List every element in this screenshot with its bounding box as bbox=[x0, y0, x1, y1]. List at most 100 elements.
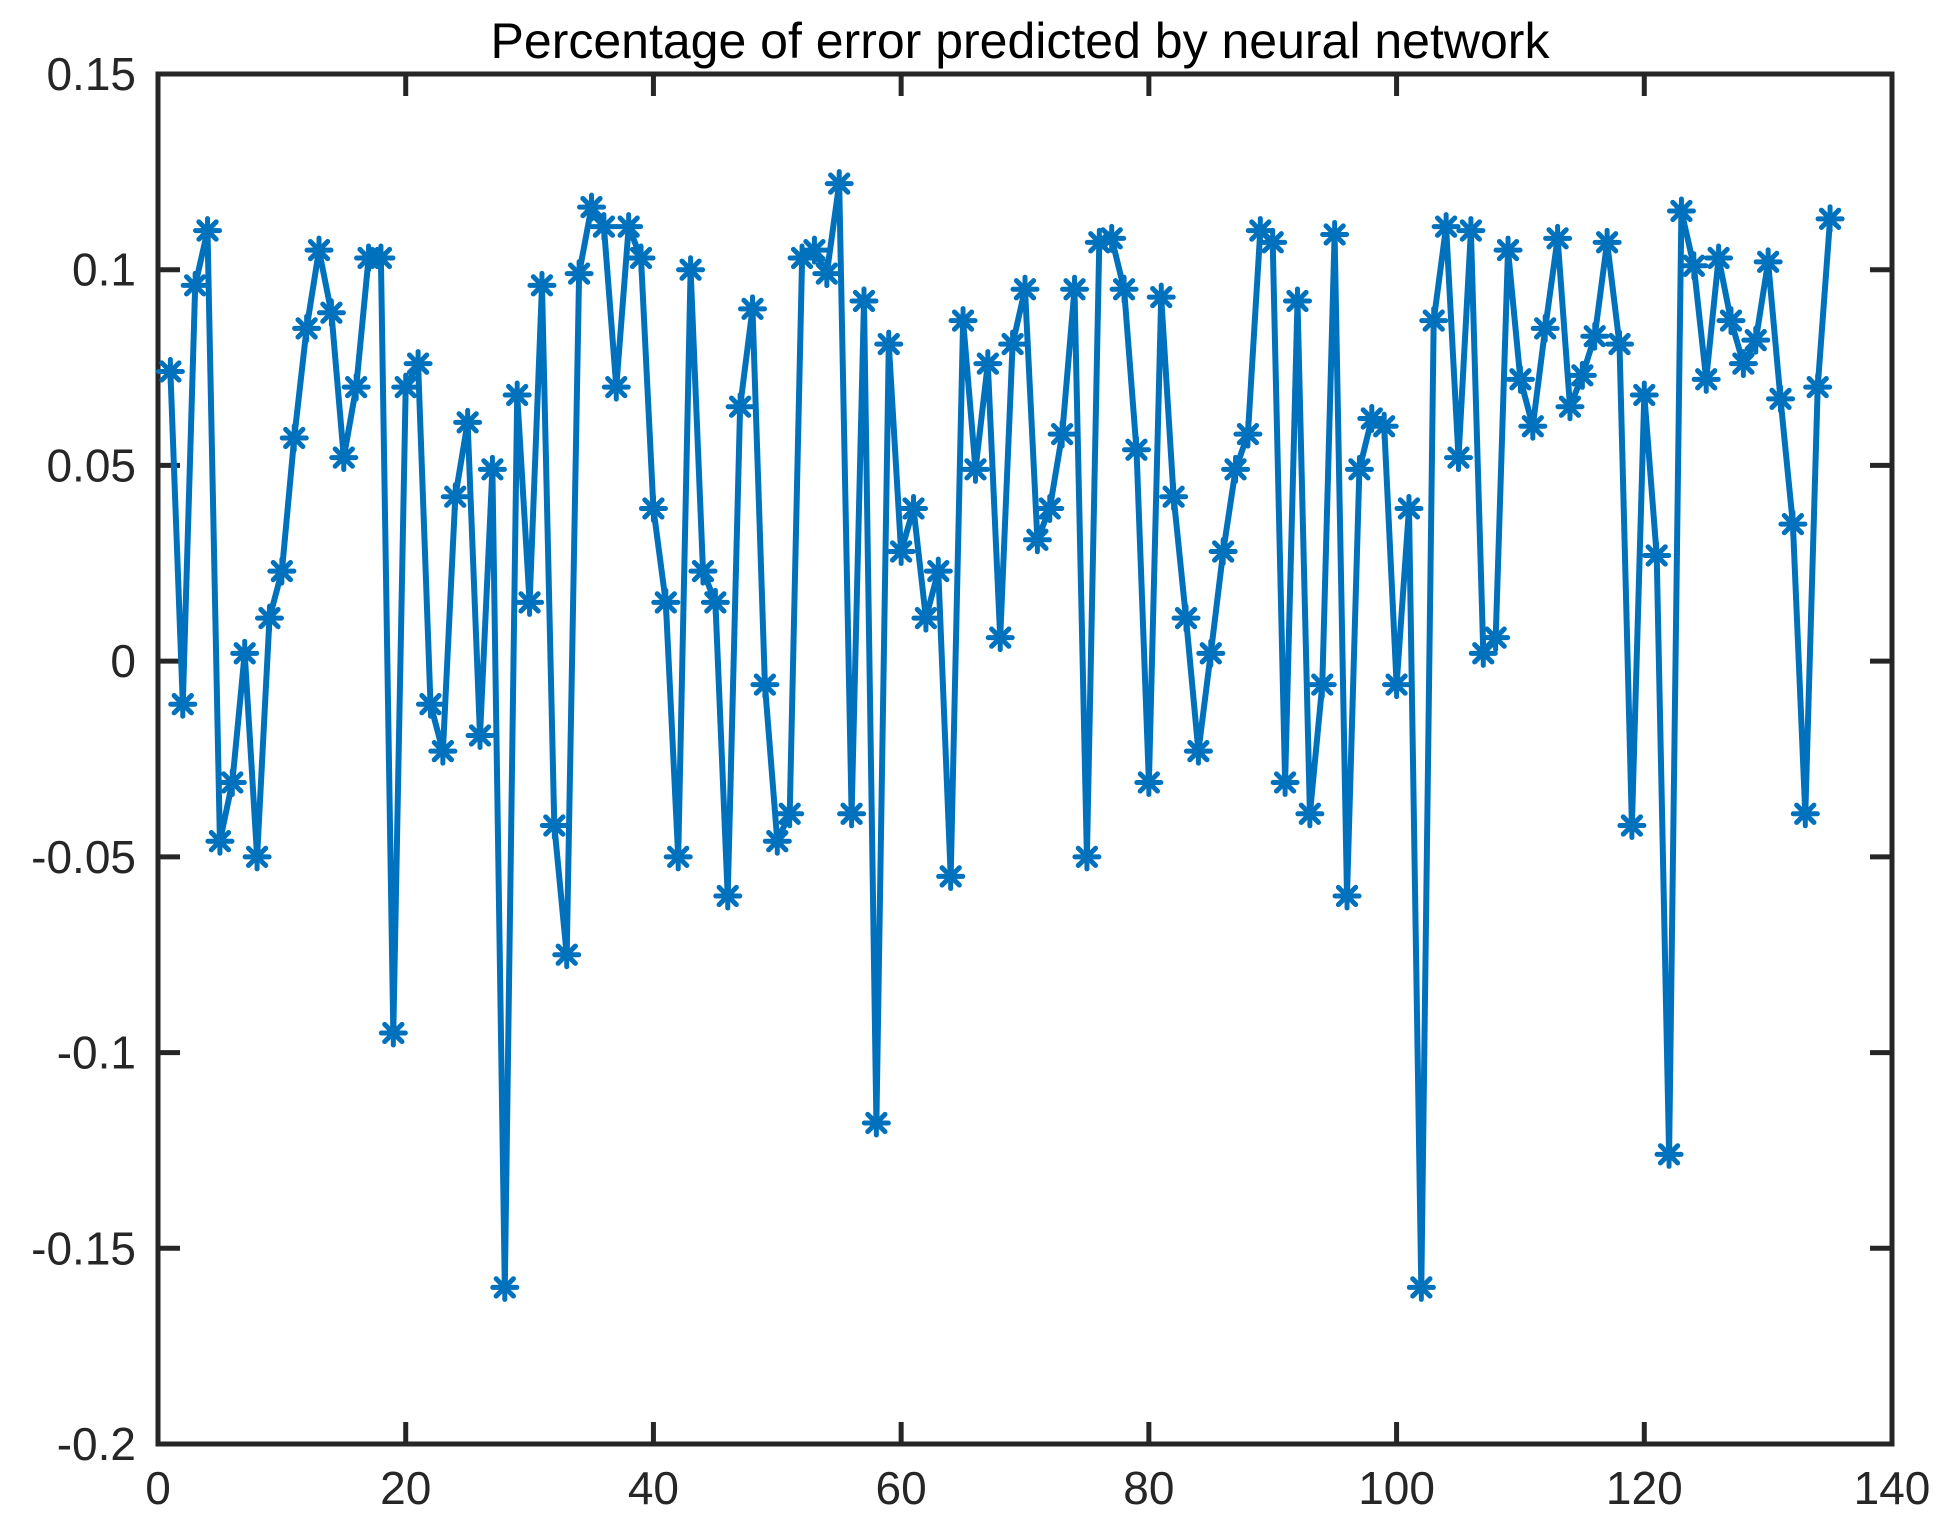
series-line bbox=[167, 180, 1834, 1291]
data-point bbox=[589, 212, 619, 242]
data-point bbox=[254, 603, 284, 633]
data-point bbox=[725, 392, 755, 422]
x-tick-label: 80 bbox=[1123, 1462, 1174, 1514]
chart-title: Percentage of error predicted by neural … bbox=[491, 13, 1551, 69]
data-point bbox=[1815, 204, 1845, 234]
data-point bbox=[923, 556, 953, 586]
data-point bbox=[477, 454, 507, 484]
data-point bbox=[1728, 349, 1758, 379]
data-point bbox=[1753, 247, 1783, 277]
data-point bbox=[316, 298, 346, 328]
data-point bbox=[1481, 623, 1511, 653]
data-point bbox=[663, 842, 693, 872]
y-tick-label: 0.1 bbox=[72, 244, 136, 296]
data-point bbox=[775, 799, 805, 829]
data-point bbox=[1741, 325, 1771, 355]
data-point bbox=[738, 294, 768, 324]
data-point bbox=[911, 603, 941, 633]
data-point bbox=[1369, 411, 1399, 441]
data-point bbox=[1394, 493, 1424, 523]
y-tick-label: 0.05 bbox=[46, 439, 136, 491]
data-point bbox=[193, 216, 223, 246]
data-point bbox=[440, 482, 470, 512]
data-point bbox=[1196, 638, 1226, 668]
data-point bbox=[1505, 364, 1535, 394]
data-point bbox=[676, 255, 706, 285]
data-point bbox=[936, 861, 966, 891]
data-point bbox=[762, 826, 792, 856]
data-point bbox=[1097, 223, 1127, 253]
y-tick-label: 0 bbox=[110, 635, 136, 687]
data-point bbox=[577, 192, 606, 222]
data-point bbox=[1183, 736, 1213, 766]
data-point bbox=[564, 259, 594, 289]
data-point bbox=[874, 329, 904, 359]
data-point bbox=[1146, 282, 1176, 312]
data-point bbox=[329, 443, 359, 473]
data-point bbox=[1010, 274, 1040, 304]
data-point bbox=[378, 1018, 408, 1048]
data-point bbox=[1035, 493, 1065, 523]
data-point bbox=[614, 212, 644, 242]
data-point bbox=[230, 638, 260, 668]
x-tick-label: 20 bbox=[380, 1462, 431, 1514]
x-tick-label: 120 bbox=[1606, 1462, 1683, 1514]
data-point bbox=[1072, 842, 1102, 872]
data-point bbox=[1270, 767, 1300, 797]
data-point bbox=[304, 235, 334, 265]
data-point bbox=[960, 454, 990, 484]
data-point bbox=[1282, 286, 1312, 316]
data-point bbox=[515, 587, 545, 617]
data-point bbox=[403, 349, 433, 379]
data-point bbox=[899, 493, 929, 523]
x-tick-label: 40 bbox=[628, 1462, 679, 1514]
data-point bbox=[1431, 212, 1461, 242]
data-point bbox=[1456, 216, 1486, 246]
data-point bbox=[1790, 799, 1820, 829]
y-tick-label: -0.05 bbox=[31, 831, 136, 883]
data-point bbox=[837, 799, 867, 829]
data-point bbox=[651, 587, 681, 617]
data-point bbox=[626, 243, 656, 273]
data-point bbox=[292, 313, 322, 343]
data-point bbox=[1766, 384, 1796, 414]
data-point bbox=[1555, 392, 1585, 422]
data-point bbox=[1307, 670, 1337, 700]
data-point bbox=[998, 329, 1028, 359]
data-point bbox=[1592, 227, 1622, 257]
data-point bbox=[638, 493, 668, 523]
data-point bbox=[341, 372, 371, 402]
data-point bbox=[1679, 251, 1709, 281]
data-point bbox=[1221, 454, 1251, 484]
data-point bbox=[1803, 372, 1833, 402]
data-point bbox=[1344, 454, 1374, 484]
data-point bbox=[1629, 380, 1659, 410]
data-point bbox=[180, 270, 210, 300]
data-point bbox=[1530, 313, 1560, 343]
data-point bbox=[366, 243, 396, 273]
data-point bbox=[948, 306, 978, 336]
x-tick-label: 0 bbox=[145, 1462, 171, 1514]
data-point bbox=[1580, 321, 1610, 351]
data-point bbox=[527, 270, 557, 300]
data-point bbox=[1617, 811, 1647, 841]
data-point bbox=[217, 767, 247, 797]
y-tick-label: -0.2 bbox=[57, 1418, 136, 1470]
data-point bbox=[242, 842, 272, 872]
data-point bbox=[1295, 799, 1325, 829]
data-point bbox=[168, 689, 198, 719]
data-point bbox=[465, 721, 495, 751]
data-point bbox=[490, 1272, 520, 1302]
data-point bbox=[267, 556, 297, 586]
data-point bbox=[453, 407, 483, 437]
data-point bbox=[1134, 767, 1164, 797]
data-point bbox=[1171, 603, 1201, 633]
data-point bbox=[1543, 223, 1573, 253]
data-point bbox=[1060, 274, 1090, 304]
data-point bbox=[985, 623, 1015, 653]
data-point bbox=[1022, 525, 1052, 555]
data-point bbox=[1258, 227, 1288, 257]
data-point bbox=[861, 1108, 891, 1138]
data-point bbox=[1642, 540, 1672, 570]
y-tick-label: -0.1 bbox=[57, 1027, 136, 1079]
